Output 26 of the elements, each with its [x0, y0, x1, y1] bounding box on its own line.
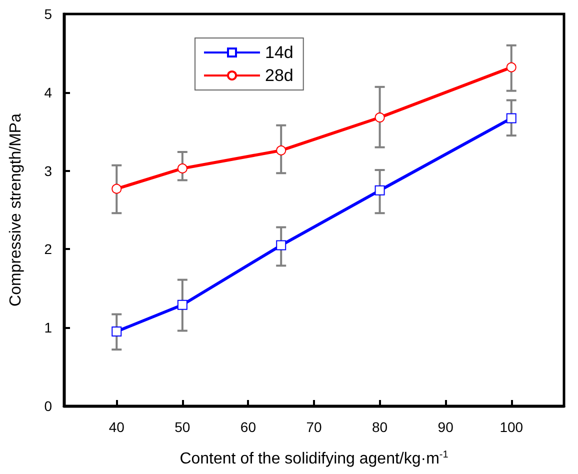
x-tick-label: 80 [372, 419, 388, 435]
point [506, 62, 516, 72]
x-tick-label: 60 [240, 419, 256, 435]
y-tick-label: 0 [44, 398, 52, 414]
y-tick-label: 5 [44, 6, 52, 22]
y-tick-label: 2 [44, 241, 52, 258]
legend-label: 14d [265, 43, 294, 62]
point [276, 240, 286, 250]
point [112, 184, 122, 194]
x-tick-label: 90 [438, 419, 454, 435]
point [374, 185, 385, 196]
y-tick-label: 4 [44, 84, 52, 100]
point [276, 145, 286, 156]
point [112, 326, 122, 337]
x-tick-label: 70 [306, 419, 322, 435]
point [177, 300, 188, 310]
x-tick-label: 50 [174, 419, 190, 435]
x-tick-label: 40 [108, 419, 125, 435]
point [374, 112, 385, 122]
y-axis-title: Compressive strength/MPa [8, 113, 24, 306]
point [177, 163, 188, 174]
y-tick-label: 3 [44, 162, 52, 179]
x-tick-label: 100 [500, 419, 524, 435]
y-tick-label: 1 [44, 320, 52, 336]
legend-label: 28d [265, 66, 294, 85]
point [506, 113, 516, 124]
